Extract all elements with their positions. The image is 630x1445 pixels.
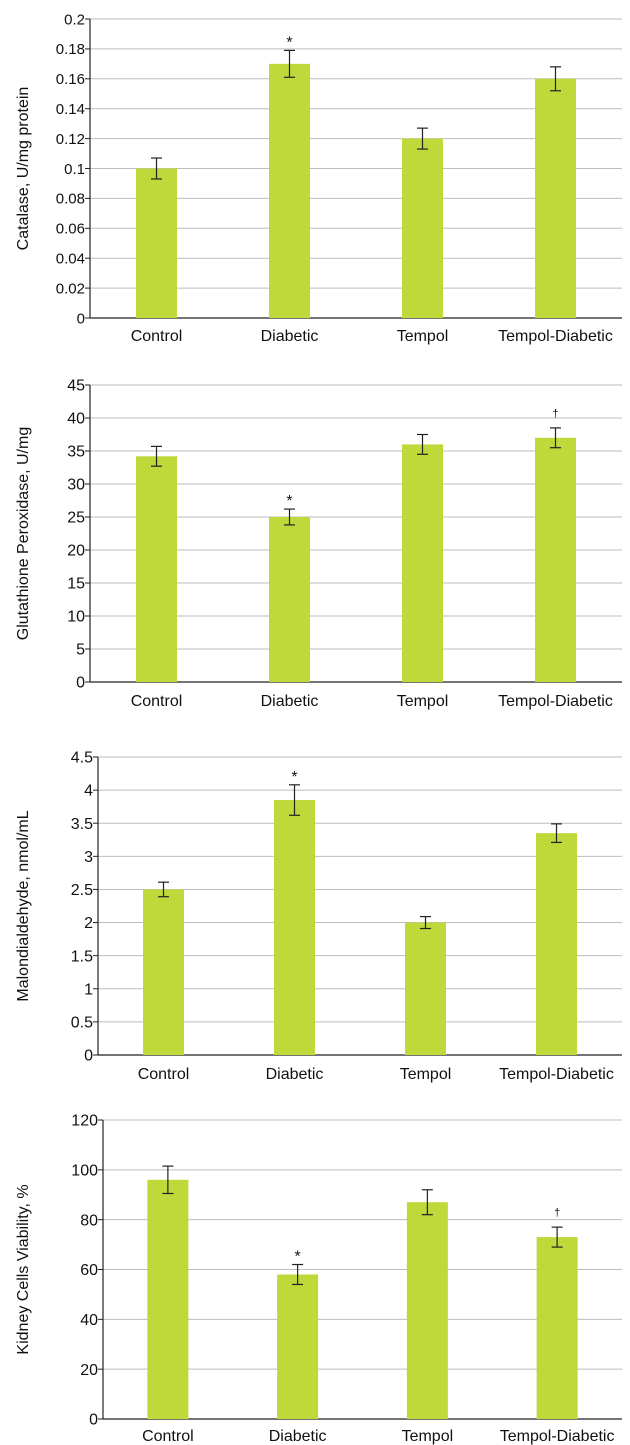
y-tick-label: 0.1	[64, 161, 85, 178]
bar	[405, 922, 446, 1055]
y-tick-label: 4	[84, 783, 93, 800]
chart-panel-2: 0 5 10 15 20 25 30 35 40 45 Glutathione Peroxidase…	[15, 378, 622, 710]
y-tick-label: 20	[80, 1362, 98, 1379]
bar	[402, 138, 443, 318]
y-tick-label: 0.04	[56, 250, 85, 267]
y-tick-label: 120	[71, 1113, 98, 1130]
bar	[402, 444, 443, 682]
x-category-label: Control	[131, 328, 183, 345]
chart-panel-3: 0 0.5 1 1.5 2 2.5 3 3.5 4 4.5 Malondialdehyde, nmo…	[15, 750, 622, 1083]
bar	[269, 63, 310, 318]
y-tick-label: 5	[76, 642, 85, 659]
y-tick-label: 0	[84, 1048, 93, 1065]
x-category-label: Diabetic	[266, 1066, 324, 1083]
x-category-label: Tempol	[400, 1066, 452, 1083]
bar	[535, 437, 576, 682]
y-tick-label: 2	[84, 915, 93, 932]
y-axis-label: Kidney Cells Viability, %	[15, 1184, 32, 1354]
y-tick-label: 2.5	[71, 882, 93, 899]
bar	[136, 456, 177, 682]
bar	[406, 1202, 448, 1419]
y-tick-label: 4.5	[71, 750, 93, 767]
significance-star: *	[291, 769, 297, 786]
y-tick-label: 1	[84, 981, 93, 998]
significance-star: *	[286, 34, 292, 51]
y-tick-label: 40	[67, 411, 85, 428]
bar	[535, 78, 576, 318]
y-tick-label: 1.5	[71, 948, 93, 965]
x-category-label: Control	[142, 1428, 194, 1445]
bar	[536, 1237, 578, 1419]
y-tick-label: 10	[67, 609, 85, 626]
x-category-label: Tempol-Diabetic	[500, 1428, 615, 1445]
x-category-label: Tempol	[402, 1428, 454, 1445]
y-axis-label: Glutathione Peroxidase, U/mg	[15, 427, 32, 640]
y-tick-label: 0.14	[56, 101, 85, 118]
y-tick-label: 0.5	[71, 1014, 93, 1031]
y-axis-label: Catalase, U/mg protein	[15, 87, 32, 251]
significance-star: *	[295, 1249, 301, 1266]
significance-star: *	[286, 493, 292, 510]
y-tick-label: 0	[89, 1412, 98, 1429]
significance-dagger: †	[552, 408, 558, 420]
y-tick-label: 0.02	[56, 280, 85, 297]
bar	[136, 168, 177, 318]
y-tick-label: 15	[67, 576, 85, 593]
y-tick-label: 25	[67, 510, 85, 527]
x-category-label: Control	[131, 693, 183, 710]
y-tick-label: 0	[76, 675, 85, 692]
x-category-label: Diabetic	[261, 328, 319, 345]
y-tick-label: 3.5	[71, 816, 93, 833]
bar	[147, 1179, 189, 1419]
x-category-label: Control	[138, 1066, 190, 1083]
chart-panel-4: 0 20 40 60 80 100 120 Kidney Cells Viability, %…	[15, 1113, 622, 1445]
significance-dagger: †	[554, 1207, 560, 1219]
y-tick-label: 35	[67, 444, 85, 461]
bar	[536, 833, 577, 1055]
y-tick-label: 60	[80, 1262, 98, 1279]
x-category-label: Diabetic	[261, 693, 319, 710]
x-category-label: Diabetic	[269, 1428, 327, 1445]
bar	[143, 889, 184, 1055]
bar	[269, 517, 310, 682]
y-axis-label: Malondialdehyde, nmol/mL	[15, 810, 32, 1001]
y-tick-label: 0.06	[56, 221, 85, 238]
y-tick-label: 45	[67, 378, 85, 395]
x-category-label: Tempol	[397, 328, 449, 345]
y-tick-label: 20	[67, 543, 85, 560]
y-tick-label: 40	[80, 1312, 98, 1329]
y-tick-label: 0	[77, 310, 85, 327]
y-tick-label: 0.18	[56, 41, 85, 58]
x-category-label: Tempol-Diabetic	[499, 1066, 614, 1083]
y-tick-label: 0.08	[56, 191, 85, 208]
y-tick-label: 0.12	[56, 131, 85, 148]
y-tick-label: 100	[71, 1162, 98, 1179]
chart-panel-1: 0 0.02 0.04 0.06 0.08 0.1 0.12 0.14 0.16 0.18 0.2 C…	[15, 11, 622, 345]
bar	[274, 800, 315, 1055]
y-tick-label: 3	[84, 849, 93, 866]
x-category-label: Tempol	[397, 693, 449, 710]
y-tick-label: 80	[80, 1212, 98, 1229]
x-category-label: Tempol-Diabetic	[498, 328, 613, 345]
y-tick-label: 0.2	[64, 11, 85, 28]
x-category-label: Tempol-Diabetic	[498, 693, 613, 710]
y-tick-label: 0.16	[56, 71, 85, 88]
bar	[277, 1274, 319, 1419]
y-tick-label: 30	[67, 477, 85, 494]
